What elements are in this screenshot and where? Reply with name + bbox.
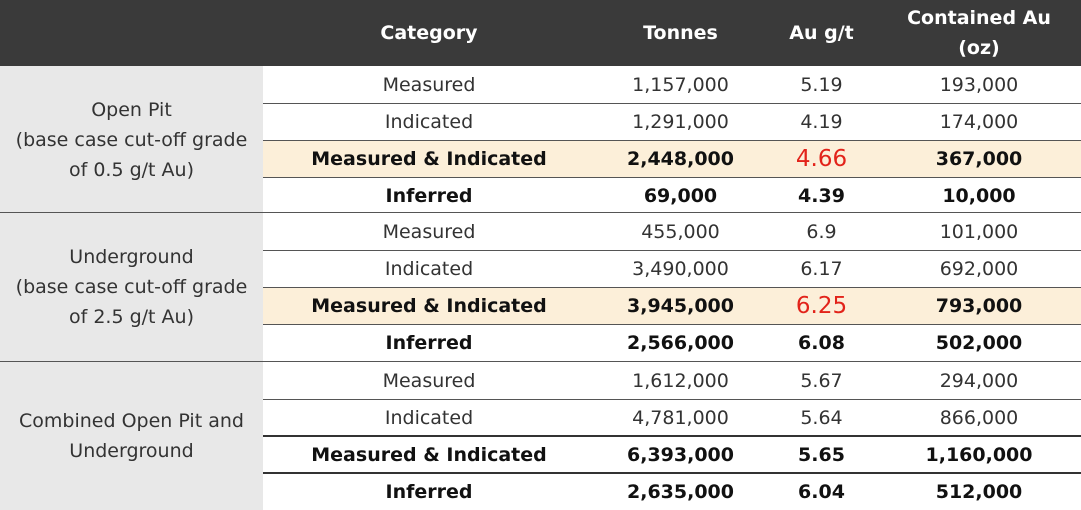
cell-tonnes: 4,781,000 (632, 406, 729, 429)
cell-au-grade: 6.9 (806, 220, 837, 243)
group-label-line: (base case cut-off grade (15, 129, 248, 151)
header-contained-au: Contained Au (oz) (877, 0, 1081, 66)
row-divider (263, 250, 1081, 251)
cell-tonnes: 3,490,000 (632, 257, 729, 280)
cell-au-grade: 4.19 (800, 110, 843, 133)
group-label-line: of 2.5 g/t Au) (68, 306, 194, 328)
row-divider (263, 140, 1081, 141)
table-row-highlight: Measured & Indicated 3,945,000 6.25 793,… (263, 287, 1081, 324)
row-divider (263, 177, 1081, 178)
group-underground: Underground (base case cut-off grade of … (0, 213, 1081, 361)
cell-contained-au: 294,000 (939, 369, 1019, 392)
table-row: Inferred 69,000 4.39 10,000 (263, 177, 1081, 214)
cell-au-grade: 5.65 (798, 443, 845, 466)
cell-au-grade: 5.67 (800, 369, 843, 392)
table-row: Indicated 4,781,000 5.64 866,000 (263, 399, 1081, 436)
cell-tonnes: 3,945,000 (627, 294, 734, 317)
group-label-line: (base case cut-off grade (15, 276, 248, 298)
cell-tonnes: 2,635,000 (627, 480, 734, 503)
group-divider (0, 361, 1081, 362)
cell-tonnes: 6,393,000 (627, 443, 734, 466)
cell-au-grade: 4.39 (798, 184, 845, 207)
table-row: Indicated 1,291,000 4.19 174,000 (263, 103, 1081, 140)
table-row-highlight: Measured & Indicated 2,448,000 4.66 367,… (263, 140, 1081, 177)
row-divider (263, 287, 1081, 288)
row-divider (263, 103, 1081, 104)
row-divider (263, 435, 1081, 437)
cell-tonnes: 2,448,000 (627, 147, 734, 170)
cell-au-grade: 5.64 (800, 406, 843, 429)
cell-au-grade: 6.17 (800, 257, 843, 280)
row-divider (263, 472, 1081, 474)
cell-au-grade-highlight: 4.66 (795, 145, 848, 172)
cell-category: Measured & Indicated (311, 294, 547, 317)
table-row: Measured 1,612,000 5.67 294,000 (263, 362, 1081, 399)
cell-category: Inferred (385, 184, 473, 207)
header-contained-au-line1: Contained Au (907, 7, 1051, 29)
table-row: Inferred 2,635,000 6.04 512,000 (263, 473, 1081, 510)
cell-contained-au: 502,000 (935, 331, 1023, 354)
table-row: Indicated 3,490,000 6.17 692,000 (263, 250, 1081, 287)
header-au-grade: Au g/t (789, 22, 854, 44)
group-label-line: of 0.5 g/t Au) (68, 159, 194, 181)
header-contained-au-line2: (oz) (958, 37, 1000, 59)
group-label-line: Open Pit (91, 99, 172, 121)
cell-tonnes: 1,612,000 (632, 369, 729, 392)
cell-au-grade: 6.08 (798, 331, 845, 354)
group-open-pit: Open Pit (base case cut-off grade of 0.5… (0, 66, 1081, 214)
cell-contained-au: 692,000 (939, 257, 1019, 280)
cell-contained-au: 193,000 (939, 73, 1019, 96)
cell-category: Indicated (384, 406, 474, 429)
group-label: Open Pit (base case cut-off grade of 0.5… (0, 66, 263, 214)
cell-tonnes: 2,566,000 (627, 331, 734, 354)
group-label-line: Underground (69, 440, 194, 462)
cell-tonnes: 1,157,000 (632, 73, 729, 96)
cell-tonnes: 455,000 (641, 220, 720, 243)
cell-contained-au: 866,000 (939, 406, 1019, 429)
cell-contained-au: 1,160,000 (925, 443, 1033, 466)
cell-au-grade: 6.04 (798, 480, 845, 503)
header-category: Category (380, 22, 478, 44)
cell-au-grade: 5.19 (800, 73, 843, 96)
row-divider (263, 399, 1081, 400)
cell-au-grade-highlight: 6.25 (795, 292, 848, 319)
table-row: Inferred 2,566,000 6.08 502,000 (263, 324, 1081, 361)
cell-contained-au: 793,000 (935, 294, 1023, 317)
table-row: Measured & Indicated 6,393,000 5.65 1,16… (263, 436, 1081, 473)
row-divider (263, 324, 1081, 325)
cell-contained-au: 174,000 (939, 110, 1019, 133)
group-divider (0, 212, 1081, 213)
group-label-line: Underground (69, 246, 194, 268)
cell-category: Inferred (385, 331, 473, 354)
cell-tonnes: 1,291,000 (632, 110, 729, 133)
cell-tonnes: 69,000 (643, 184, 718, 207)
cell-contained-au: 367,000 (935, 147, 1023, 170)
cell-category: Measured (382, 220, 476, 243)
header-tonnes: Tonnes (643, 22, 718, 44)
group-label: Combined Open Pit and Underground (0, 362, 263, 510)
group-label: Underground (base case cut-off grade of … (0, 213, 263, 361)
table-row: Measured 455,000 6.9 101,000 (263, 213, 1081, 250)
cell-category: Measured & Indicated (311, 443, 547, 466)
cell-category: Measured & Indicated (311, 147, 547, 170)
cell-category: Indicated (384, 257, 474, 280)
cell-category: Inferred (385, 480, 473, 503)
group-combined: Combined Open Pit and Underground Measur… (0, 362, 1081, 510)
cell-category: Measured (382, 73, 476, 96)
cell-contained-au: 10,000 (942, 184, 1016, 207)
group-label-line: Combined Open Pit and (19, 410, 244, 432)
cell-contained-au: 101,000 (939, 220, 1019, 243)
cell-category: Measured (382, 369, 476, 392)
cell-category: Indicated (384, 110, 474, 133)
table-row: Measured 1,157,000 5.19 193,000 (263, 66, 1081, 103)
table-header: Category Tonnes Au g/t Contained Au (oz) (0, 0, 1081, 66)
cell-contained-au: 512,000 (935, 480, 1023, 503)
